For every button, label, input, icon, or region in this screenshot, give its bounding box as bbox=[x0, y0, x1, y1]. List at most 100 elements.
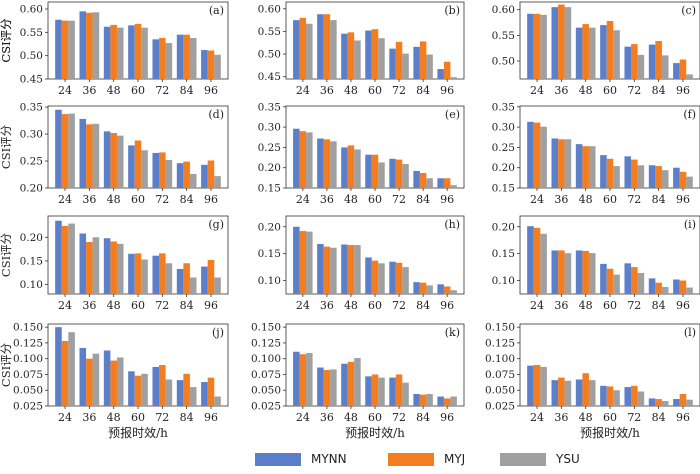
y-tick-label: 0.35 bbox=[258, 101, 281, 113]
bar-ysu bbox=[613, 166, 620, 188]
bar-mynn bbox=[201, 266, 208, 294]
chart-panel-7: 0.10 0.15 0.20 24 36 48 60 72 84 96 (g) CSI评分 bbox=[0, 215, 229, 312]
x-tick-label: 96 bbox=[204, 84, 218, 97]
bar-myj bbox=[558, 250, 565, 294]
bar-myj bbox=[183, 373, 190, 406]
bar-ysu bbox=[686, 74, 693, 79]
bar-mynn bbox=[437, 69, 444, 79]
y-tick-label: 0.025 bbox=[251, 401, 281, 413]
bar-mynn bbox=[527, 13, 534, 80]
x-tick-label: 48 bbox=[579, 84, 593, 97]
bar-ysu bbox=[165, 43, 173, 79]
panel-label: (f) bbox=[683, 108, 696, 121]
bar-mynn bbox=[176, 268, 184, 294]
x-tick-label: 96 bbox=[440, 411, 454, 424]
bar-ysu bbox=[686, 176, 693, 188]
bar-ysu bbox=[354, 149, 361, 188]
y-axis-label: CSI评分 bbox=[0, 18, 13, 63]
bar-ysu bbox=[637, 54, 645, 79]
bar-mynn bbox=[527, 121, 534, 188]
x-tick-label: 36 bbox=[554, 299, 568, 312]
bar-myj bbox=[443, 286, 451, 294]
chart-panel-6: 0.15 0.20 0.25 0.30 0.35 24 36 48 60 72 84 96 (f) bbox=[492, 101, 700, 206]
bar-mynn bbox=[673, 63, 680, 79]
bar-myj bbox=[443, 61, 451, 79]
bar-ysu bbox=[588, 146, 596, 188]
bar-ysu bbox=[402, 382, 409, 406]
bar-ysu bbox=[306, 231, 313, 294]
y-tick-label: 0.45 bbox=[258, 71, 281, 83]
chart-panel-8: 0.10 0.15 0.20 24 36 48 60 72 84 96 (h) bbox=[258, 215, 465, 312]
bar-ysu bbox=[637, 391, 645, 406]
bar-mynn bbox=[648, 278, 656, 294]
bar-mynn bbox=[673, 399, 680, 406]
x-tick-label: 48 bbox=[579, 299, 593, 312]
chart-panel-4: 0.20 0.25 0.30 0.35 24 36 48 60 72 84 96 (d) CSI评分 bbox=[0, 102, 229, 206]
x-tick-label: 96 bbox=[204, 193, 218, 206]
bar-mynn bbox=[152, 366, 160, 406]
y-tick-label: 0.25 bbox=[20, 156, 43, 168]
bar-mynn bbox=[624, 387, 632, 406]
x-tick-label: 36 bbox=[82, 193, 96, 206]
bar-myj bbox=[323, 139, 331, 188]
bar-mynn bbox=[317, 138, 324, 188]
y-tick-label: 0.55 bbox=[258, 26, 281, 38]
bar-mynn bbox=[341, 363, 348, 406]
y-tick-label: 0.15 bbox=[492, 248, 515, 260]
bar-ysu bbox=[540, 14, 547, 79]
bar-mynn bbox=[341, 33, 348, 79]
bar-mynn bbox=[527, 365, 534, 406]
bar-mynn bbox=[79, 118, 87, 188]
bar-myj bbox=[655, 399, 662, 406]
bar-myj bbox=[159, 365, 166, 406]
x-tick-label: 60 bbox=[603, 193, 617, 206]
bar-ysu bbox=[306, 132, 313, 188]
bar-mynn bbox=[341, 147, 348, 188]
bar-mynn bbox=[437, 178, 444, 188]
x-tick-label: 36 bbox=[320, 84, 334, 97]
bar-mynn bbox=[575, 144, 583, 188]
y-tick-label: 0.20 bbox=[492, 221, 515, 233]
bar-mynn bbox=[551, 250, 559, 294]
y-tick-label: 0.20 bbox=[20, 183, 43, 195]
x-tick-label: 72 bbox=[627, 411, 641, 424]
bar-mynn bbox=[551, 7, 559, 80]
bar-myj bbox=[371, 154, 379, 188]
bar-ysu bbox=[661, 400, 669, 406]
x-tick-label: 72 bbox=[392, 299, 406, 312]
bar-myj bbox=[419, 282, 427, 294]
bar-mynn bbox=[55, 220, 62, 294]
panel-label: (b) bbox=[444, 4, 460, 17]
bar-ysu bbox=[613, 390, 620, 406]
y-tick-label: 0.050 bbox=[13, 385, 43, 397]
bar-ysu bbox=[378, 263, 385, 294]
bar-ysu bbox=[613, 274, 620, 294]
bar-myj bbox=[419, 41, 427, 79]
bar-mynn bbox=[128, 253, 135, 294]
x-tick-label: 36 bbox=[82, 299, 96, 312]
y-tick-label: 0.45 bbox=[20, 74, 43, 86]
y-tick-label: 0.55 bbox=[492, 30, 515, 42]
x-tick-label: 60 bbox=[131, 411, 145, 424]
bar-ysu bbox=[564, 253, 572, 294]
bar-mynn bbox=[389, 158, 396, 188]
bar-myj bbox=[533, 365, 541, 406]
bar-myj bbox=[347, 32, 355, 79]
bar-mynn bbox=[103, 131, 111, 188]
bar-myj bbox=[419, 394, 427, 406]
bar-mynn bbox=[55, 109, 62, 188]
bar-myj bbox=[371, 29, 379, 80]
bar-myj bbox=[395, 41, 403, 79]
x-tick-label: 60 bbox=[603, 411, 617, 424]
x-tick-label: 84 bbox=[652, 411, 666, 424]
legend-swatch-myj bbox=[388, 452, 434, 466]
bar-ysu bbox=[116, 27, 124, 80]
bar-myj bbox=[582, 250, 589, 294]
bar-ysu bbox=[116, 135, 124, 188]
bar-myj bbox=[443, 398, 451, 406]
bar-ysu bbox=[68, 332, 75, 406]
y-tick-label: 0.50 bbox=[20, 50, 43, 62]
x-axis-label: 预报时效/h bbox=[345, 425, 405, 440]
bar-myj bbox=[134, 375, 142, 406]
